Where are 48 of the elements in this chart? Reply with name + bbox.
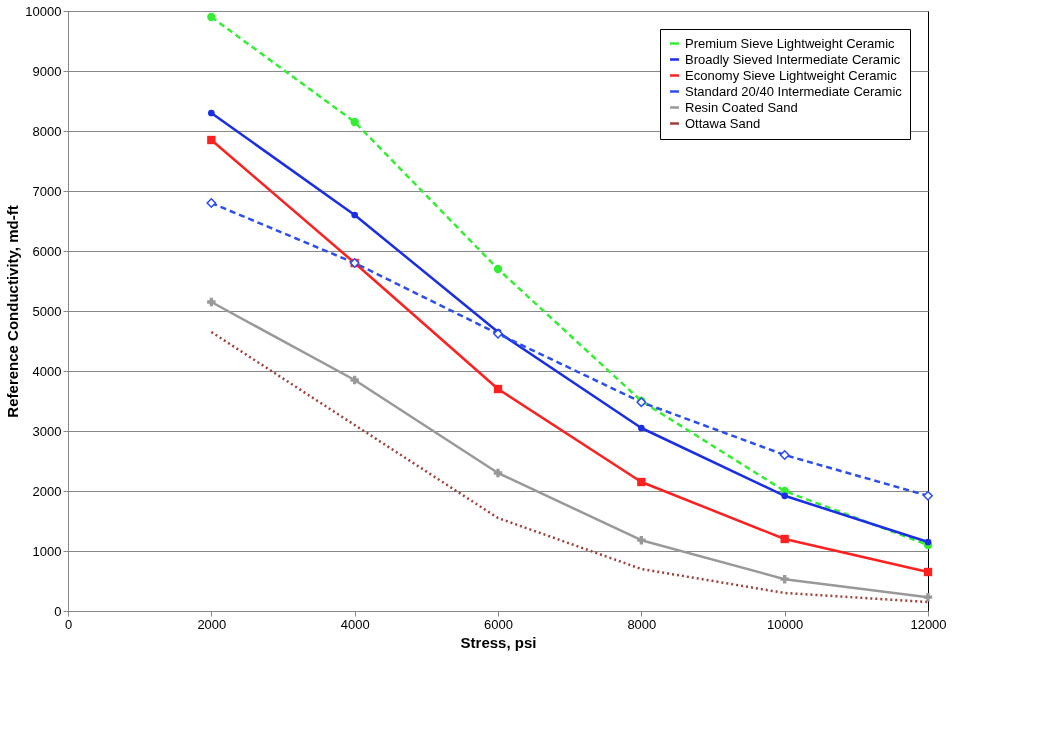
y-tick-label: 10000 <box>25 3 62 19</box>
point <box>780 534 789 544</box>
y-tick-label: 4000 <box>32 363 62 379</box>
y-tick-label: 5000 <box>32 303 62 319</box>
point <box>779 450 790 460</box>
x-tick-label: 4000 <box>340 616 370 632</box>
point <box>350 117 359 127</box>
legend-label: Broadly Sieved Intermediate Ceramic <box>685 51 901 67</box>
y-tick-label: 1000 <box>32 543 62 559</box>
x-tick-label: 12000 <box>910 616 947 632</box>
point <box>924 538 932 546</box>
y-tick-label: 0 <box>54 603 62 619</box>
point <box>923 567 933 577</box>
y-tick-label: 2000 <box>32 483 62 499</box>
point <box>207 12 216 22</box>
point <box>637 477 646 487</box>
point <box>923 593 933 602</box>
y-tick-label: 9000 <box>32 63 62 79</box>
legend-label: Premium Sieve Lightweight Ceramic <box>685 35 896 51</box>
point <box>207 109 215 117</box>
x-tick-label: 2000 <box>197 616 227 632</box>
y-tick-label: 7000 <box>32 183 62 199</box>
point <box>781 492 789 500</box>
x-tick-label: 0 <box>64 616 73 632</box>
point <box>493 468 503 478</box>
y-tick-label: 6000 <box>32 243 62 259</box>
y-tick-label: 8000 <box>32 123 62 139</box>
point <box>207 297 216 307</box>
legend-label: Economy Sieve Lightweight Ceramic <box>685 67 898 83</box>
x-tick-label: 8000 <box>627 616 657 632</box>
x-tick-label: 10000 <box>767 616 804 632</box>
point <box>493 384 503 394</box>
point <box>493 264 503 274</box>
point <box>780 575 789 584</box>
legend-label: Standard 20/40 Intermediate Ceramic <box>685 83 903 99</box>
point <box>206 198 217 208</box>
point <box>207 135 216 145</box>
point <box>637 424 645 432</box>
x-tick-label: 6000 <box>484 616 513 632</box>
y-axis-title: Reference Conductivity, md-ft <box>4 205 22 418</box>
y-tick-label: 3000 <box>32 423 62 439</box>
x-axis-title: Stress, psi <box>460 633 537 651</box>
point <box>351 211 359 219</box>
point <box>923 490 933 501</box>
legend-label: Ottawa Sand <box>685 115 761 131</box>
point <box>637 536 646 545</box>
point <box>350 375 359 385</box>
legend-label: Resin Coated Sand <box>685 99 798 115</box>
